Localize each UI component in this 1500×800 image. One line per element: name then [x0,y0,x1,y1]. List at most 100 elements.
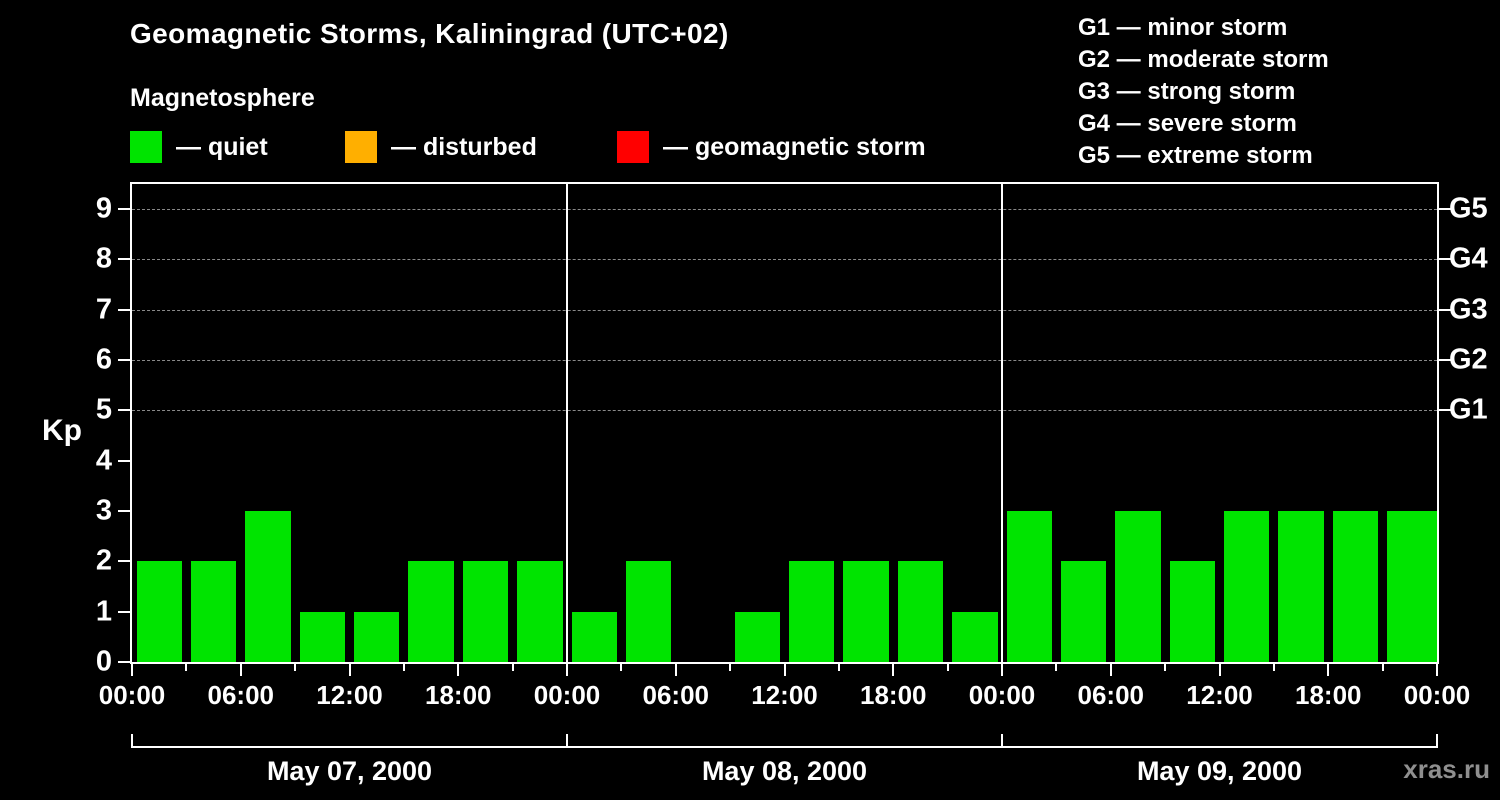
kp-bar [517,561,563,662]
kp-bar [1278,511,1324,662]
legend-item-storm: — geomagnetic storm [617,131,926,163]
kp-bar [408,561,454,662]
kp-bar [462,561,509,662]
y-tick-label-3: 3 [95,494,112,527]
kp-bar [1169,561,1215,662]
x-axis-tick [185,664,188,671]
y-tick-label-2: 2 [95,544,112,577]
y-tick-label-5: 5 [95,393,112,426]
x-axis-tick [1218,664,1221,676]
kp-bar [1387,511,1433,662]
gridline-g5 [132,209,1437,211]
x-axis-tick [892,664,895,676]
gridline-g2 [132,360,1437,362]
legend-item-quiet: — quiet [130,131,268,163]
disturbed-color-swatch [345,131,377,163]
right-axis-label-g1: G1 [1449,393,1488,426]
y-axis-tick [118,610,130,613]
g1-legend-line: G1 — minor storm [1078,14,1288,41]
x-axis-tick [620,664,623,671]
kp-axis-label: Kp [42,414,82,447]
g4-legend-line: G4 — severe storm [1078,110,1297,137]
kp-bar [1332,511,1379,662]
x-axis-tick [1327,664,1330,676]
day-axis-tick [131,734,133,748]
kp-bar [299,611,345,662]
y-tick-label-1: 1 [95,595,112,628]
x-tick-label: 12:00 [1186,680,1253,710]
y-axis-tick [118,661,130,663]
x-axis-tick [837,664,840,671]
x-tick-label: 06:00 [207,680,275,710]
right-axis-tick [1439,308,1451,311]
x-axis-tick [729,664,732,671]
x-axis-tick [1381,664,1384,671]
x-axis-tick [783,664,786,676]
x-tick-label: 00:00 [968,680,1036,710]
g3-legend-line: G3 — strong storm [1078,78,1296,105]
day-axis: May 07, 2000 May 08, 2000 May 09, 2000 [131,734,1438,796]
day-axis-tick [566,734,568,748]
y-axis-tick [118,308,130,311]
x-axis-tick [566,664,568,676]
kp-bar [843,561,889,662]
y-axis-tick [118,510,130,513]
y-axis-tick [118,208,130,211]
kp-bar [952,611,998,662]
kp-bar-partial [1429,511,1437,662]
legend-label-storm: — geomagnetic storm [663,132,926,161]
y-tick-label-0: 0 [95,645,112,678]
y-axis-tick [118,560,130,563]
kp-bar [1224,511,1270,662]
x-tick-label: 18:00 [860,680,927,710]
x-axis-tick [1109,664,1112,676]
y-tick-label-9: 9 [95,192,112,225]
y-tick-label-4: 4 [95,444,112,477]
x-axis-tick [1436,664,1438,676]
day-label: May 09, 2000 [1136,756,1303,786]
kp-bar [354,611,400,662]
y-axis-tick [118,359,130,362]
x-tick-label: 00:00 [533,680,601,710]
y-axis-tick [118,258,130,261]
day-separator-line [1001,184,1003,662]
day-separator-line [566,184,568,662]
x-tick-label: 06:00 [642,680,710,710]
x-axis-tick [457,664,460,676]
kp-bar [1115,511,1161,662]
storm-color-swatch [617,131,649,163]
gridline-g1 [132,410,1437,412]
x-tick-label: 00:00 [1403,680,1471,710]
kp-bar [1060,561,1107,662]
x-axis-tick [511,664,514,671]
kp-bar [571,611,617,662]
gridline-g3 [132,309,1437,311]
x-axis-tick [1272,664,1275,671]
x-tick-label: 00:00 [98,680,166,710]
x-axis-tick [946,664,949,671]
x-axis-tick [294,664,297,671]
day-label: May 08, 2000 [701,756,868,786]
kp-bar [789,561,835,662]
x-axis-tick [239,664,242,676]
legend-label-disturbed: — disturbed [391,132,537,161]
x-axis-tick [674,664,677,676]
quiet-color-swatch [130,131,162,163]
y-axis-tick [118,409,130,412]
kp-bar [1006,511,1052,662]
x-tick-label: 12:00 [751,680,818,710]
day-label: May 07, 2000 [266,756,433,786]
kp-bar [190,561,237,662]
kp-bar [136,561,182,662]
right-axis-label-g2: G2 [1449,343,1488,376]
x-axis-tick [1055,664,1058,671]
gridline-g4 [132,259,1437,261]
x-tick-label: 18:00 [1295,680,1362,710]
right-axis-label-g4: G4 [1449,242,1488,275]
legend-label-quiet: — quiet [176,132,268,161]
g-scale-legend: G1 — minor storm G2 — moderate storm G3 … [1078,12,1329,172]
y-axis-tick [118,459,130,462]
day-axis-tick [1436,734,1438,748]
right-axis-tick [1439,258,1451,261]
